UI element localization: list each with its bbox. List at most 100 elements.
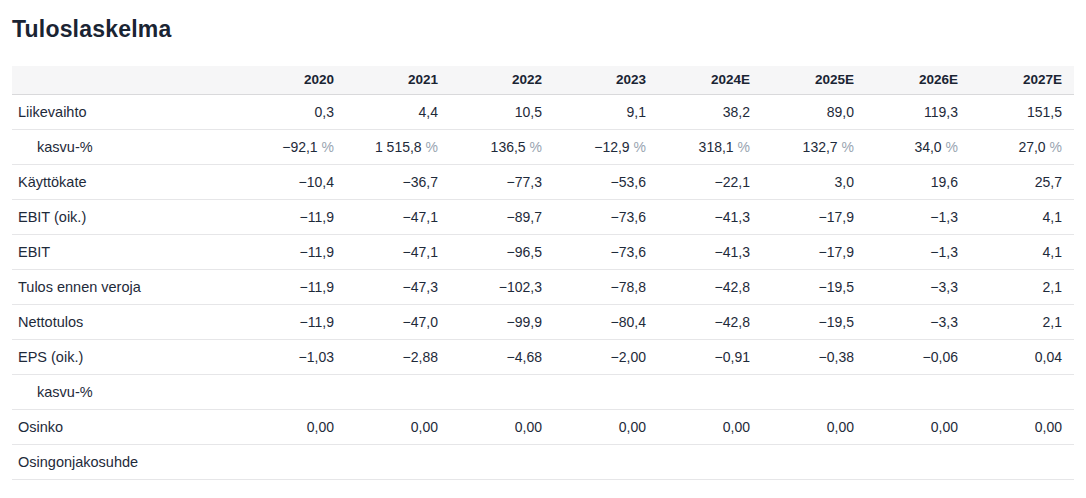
table-cell: 38,2 — [658, 95, 762, 130]
income-statement-table: 20202021202220232024E2025E2026E2027E Lii… — [12, 66, 1074, 481]
table-cell: 4,1 — [970, 235, 1074, 270]
table-cell: −3,3 — [866, 270, 970, 305]
table-cell: 4,4 — [346, 95, 450, 130]
table-cell: −99,9 — [450, 305, 554, 340]
table-cell: −0,06 — [866, 340, 970, 375]
table-cell: −2,88 — [346, 340, 450, 375]
table-cell: 0,04 — [970, 340, 1074, 375]
table-cell: 132,7 % — [762, 130, 866, 165]
table-cell: 1 515,8 % — [346, 130, 450, 165]
table-cell: −11,9 — [242, 235, 346, 270]
page-title: Tuloslaskelma — [12, 16, 1074, 44]
table-row: kasvu-% — [12, 375, 1074, 410]
percent-sign: % — [842, 139, 854, 155]
column-header-2021: 2021 — [346, 66, 450, 95]
table-cell: 34,0 % — [866, 130, 970, 165]
table-cell: −11,9 — [242, 270, 346, 305]
table-cell: −78,8 — [554, 270, 658, 305]
table-row: EPS (oik.)−1,03−2,88−4,68−2,00−0,91−0,38… — [12, 340, 1074, 375]
table-cell: 3,0 — [762, 165, 866, 200]
percent-sign: % — [738, 139, 750, 155]
table-cell: −41,3 — [658, 200, 762, 235]
table-row: Nettotulos−11,9−47,0−99,9−80,4−42,8−19,5… — [12, 305, 1074, 340]
table-cell: −11,9 — [242, 305, 346, 340]
row-label: Liikevaihto — [12, 95, 242, 130]
column-header-2024e: 2024E — [658, 66, 762, 95]
table-row: Käyttökate−10,4−36,7−77,3−53,6−22,13,019… — [12, 165, 1074, 200]
column-header-2027e: 2027E — [970, 66, 1074, 95]
percent-sign: % — [426, 139, 438, 155]
row-label: EBIT — [12, 235, 242, 270]
table-cell: −96,5 — [450, 235, 554, 270]
table-cell: 2,1 — [970, 305, 1074, 340]
row-label: Osingonjakosuhde — [12, 445, 242, 480]
table-cell: −102,3 — [450, 270, 554, 305]
table-cell: −0,91 — [658, 340, 762, 375]
table-cell — [866, 375, 970, 410]
table-cell: −1,3 — [866, 235, 970, 270]
column-header-2025e: 2025E — [762, 66, 866, 95]
table-cell — [346, 375, 450, 410]
table-cell: 119,3 — [866, 95, 970, 130]
corner-header — [12, 66, 242, 95]
table-row: Osinko0,000,000,000,000,000,000,000,00 — [12, 410, 1074, 445]
table-cell: −47,1 — [346, 235, 450, 270]
table-cell: −80,4 — [554, 305, 658, 340]
table-cell: 9,1 — [554, 95, 658, 130]
table-cell: −3,3 — [866, 305, 970, 340]
table-cell: 0,00 — [346, 410, 450, 445]
table-cell: 318,1 % — [658, 130, 762, 165]
table-cell: 0,00 — [450, 410, 554, 445]
table-row: EBIT (oik.)−11,9−47,1−89,7−73,6−41,3−17,… — [12, 200, 1074, 235]
percent-sign: % — [634, 139, 646, 155]
table-cell — [866, 445, 970, 480]
table-cell — [554, 375, 658, 410]
table-cell: 25,7 — [970, 165, 1074, 200]
table-cell: −42,8 — [658, 270, 762, 305]
table-cell — [762, 445, 866, 480]
table-cell: 10,5 — [450, 95, 554, 130]
table-cell: 89,0 — [762, 95, 866, 130]
table-cell: −10,4 — [242, 165, 346, 200]
table-cell: −12,9 % — [554, 130, 658, 165]
table-cell: −47,0 — [346, 305, 450, 340]
table-cell: −19,5 — [762, 270, 866, 305]
table-cell: 0,00 — [762, 410, 866, 445]
table-row: kasvu-%−92,1 %1 515,8 %136,5 %−12,9 %318… — [12, 130, 1074, 165]
table-cell — [970, 445, 1074, 480]
table-cell: −2,00 — [554, 340, 658, 375]
income-statement-section: Tuloslaskelma 20202021202220232024E2025E… — [0, 0, 1086, 498]
table-cell: 0,00 — [242, 410, 346, 445]
table-cell: −92,1 % — [242, 130, 346, 165]
percent-sign: % — [322, 139, 334, 155]
table-cell — [346, 445, 450, 480]
table-cell: −17,9 — [762, 200, 866, 235]
table-cell: −36,7 — [346, 165, 450, 200]
table-cell: −47,1 — [346, 200, 450, 235]
column-header-2023: 2023 — [554, 66, 658, 95]
table-cell: −11,9 — [242, 200, 346, 235]
table-cell — [658, 445, 762, 480]
percent-sign: % — [946, 139, 958, 155]
header-row: 20202021202220232024E2025E2026E2027E — [12, 66, 1074, 95]
table-cell — [762, 375, 866, 410]
table-cell: −73,6 — [554, 235, 658, 270]
row-label: Tulos ennen veroja — [12, 270, 242, 305]
table-cell — [970, 375, 1074, 410]
table-cell: −41,3 — [658, 235, 762, 270]
table-row: EBIT−11,9−47,1−96,5−73,6−41,3−17,9−1,34,… — [12, 235, 1074, 270]
column-header-2020: 2020 — [242, 66, 346, 95]
table-row: Tulos ennen veroja−11,9−47,3−102,3−78,8−… — [12, 270, 1074, 305]
table-cell: −0,38 — [762, 340, 866, 375]
table-cell — [450, 445, 554, 480]
table-cell — [242, 445, 346, 480]
table-cell: 27,0 % — [970, 130, 1074, 165]
table-cell: −4,68 — [450, 340, 554, 375]
table-cell: −1,03 — [242, 340, 346, 375]
row-label: kasvu-% — [12, 130, 242, 165]
table-cell: −42,8 — [658, 305, 762, 340]
table-cell — [554, 445, 658, 480]
table-cell: −47,3 — [346, 270, 450, 305]
column-header-2022: 2022 — [450, 66, 554, 95]
table-cell: −19,5 — [762, 305, 866, 340]
